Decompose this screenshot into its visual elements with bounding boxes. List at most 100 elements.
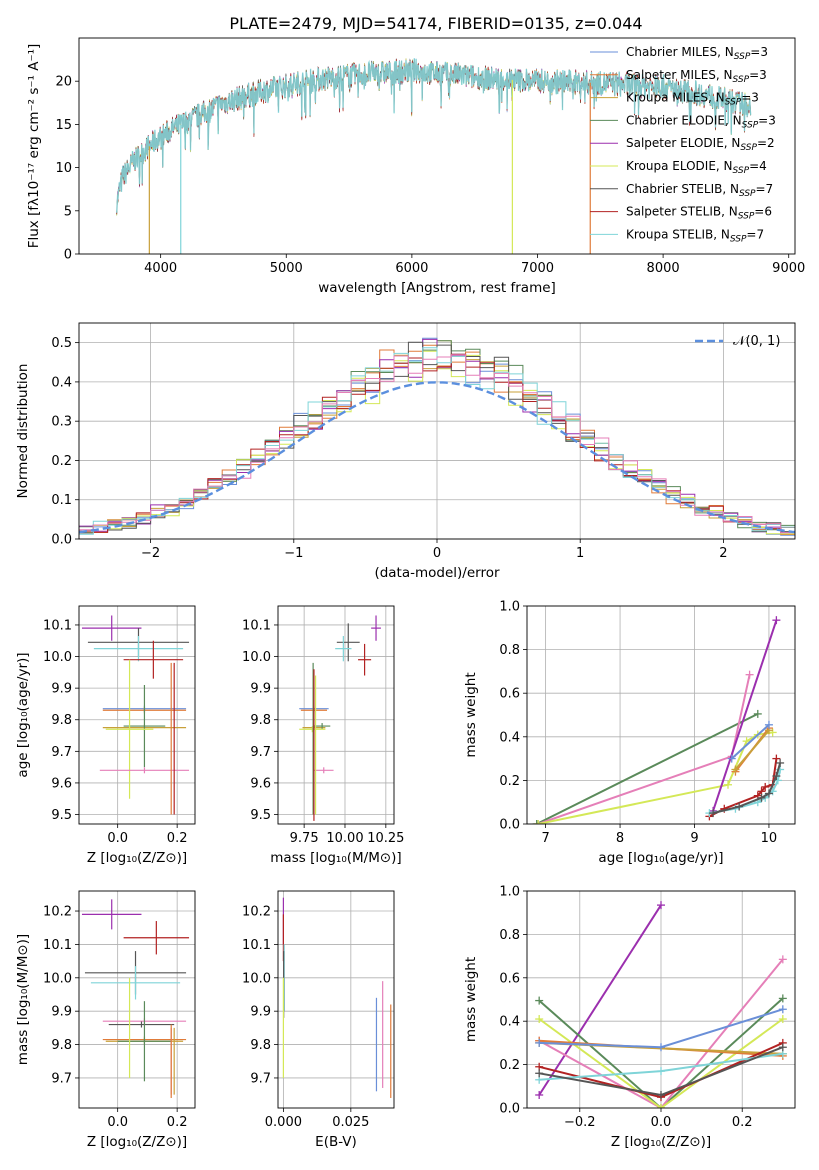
grid-lines [527, 890, 795, 1109]
x-tick-label: −2 [141, 546, 160, 561]
y-tick-label: 10.0 [43, 650, 72, 665]
x-tick-label: 4000 [144, 261, 177, 276]
y-tick-label: 10.0 [43, 971, 72, 986]
weight-marker [772, 754, 781, 763]
y-tick-label: 10 [55, 161, 72, 176]
x-tick-label: −1 [284, 546, 303, 561]
x-axis-label: (data-model)/error [374, 565, 500, 581]
y-tick-label: 9.8 [250, 1038, 271, 1053]
y-tick-label: 1.0 [499, 885, 520, 900]
x-tick-label: 0.025 [332, 1115, 369, 1130]
y-tick-label: 1.0 [499, 600, 520, 615]
y-tick-label: 10.1 [43, 938, 72, 953]
weight-marker [778, 994, 787, 1003]
y-tick-label: 0.4 [51, 375, 72, 390]
y-tick-label: 0.2 [499, 774, 520, 789]
y-tick-label: 9.9 [51, 682, 72, 697]
grid-lines [79, 891, 195, 1108]
y-tick-label: 9.7 [250, 1071, 271, 1086]
plot-frame [78, 890, 196, 1109]
weight-marker [772, 616, 781, 625]
figure-title: PLATE=2479, MJD=54174, FIBERID=0135, z=0… [229, 14, 642, 33]
y-tick-label: 0.0 [499, 1102, 520, 1117]
histogram-kroupa-extra [79, 354, 795, 539]
data-point [123, 640, 184, 679]
plot-frame [277, 605, 395, 825]
data-point [358, 643, 372, 676]
weight-marker [534, 820, 543, 824]
weight-marker [764, 789, 773, 798]
y-tick-label: 9.7 [51, 745, 72, 760]
normal-curve [79, 381, 795, 534]
y-tick-label: 20 [55, 75, 72, 90]
weight-line-chabrier-elodie [536, 713, 759, 824]
spectrum-line-kroupa-stelib [116, 58, 752, 213]
legend-label: Chabrier MILES, NSSP=3 [626, 45, 768, 62]
y-tick-label: 0.4 [499, 1015, 520, 1030]
legend-label: 𝒩(0, 1) [733, 334, 780, 349]
y-tick-label: 0.1 [51, 493, 72, 508]
y-tick-label: 15 [55, 118, 72, 133]
x-tick-label: 10.00 [326, 831, 363, 846]
data-point [313, 767, 334, 774]
data-point [299, 726, 326, 733]
weight-marker [776, 758, 785, 767]
y-tick-label: 10.2 [43, 905, 72, 920]
weight-line-kroupa-miles [734, 729, 770, 771]
weight-marker [745, 670, 754, 679]
weight-line-kroupa-elodie [537, 731, 773, 824]
data-point [123, 684, 166, 768]
legend-label: Salpeter STELIB, NSSP=6 [626, 205, 772, 222]
x-axis-label: Z [log₁₀(Z/Z⊙)] [611, 1134, 711, 1150]
x-tick-label: 0.2 [167, 831, 188, 846]
x-tick-label: 7000 [521, 261, 554, 276]
x-tick-label: −0.2 [564, 1115, 596, 1130]
y-tick-label: 0.6 [499, 687, 520, 702]
x-axis-label: Z [log₁₀(Z/Z⊙)] [87, 1134, 187, 1150]
weight-marker [657, 1090, 665, 1099]
grid-lines [79, 606, 195, 824]
plot-residuals: −2 −1 0 1 2 0.0 0.1 0.2 0.3 0.4 0.5 (data-model)/er… [15, 322, 796, 581]
x-tick-label: 10.25 [367, 831, 404, 846]
plot-weight_vs_Z: −0.2 0.0 0.2 0.0 0.2 0.4 0.6 0.8 1.0 Z [log₁₀(Z/Z… [463, 885, 796, 1150]
weight-marker [735, 802, 744, 811]
weight-marker [778, 1043, 787, 1052]
plot-frame [78, 605, 196, 825]
data-point [105, 659, 154, 799]
x-axis-label: E(B-V) [315, 1134, 357, 1150]
x-tick-label: 6000 [395, 261, 428, 276]
weight-line-salpeter-elodie [712, 619, 778, 812]
plot-content [535, 901, 787, 1108]
y-tick-label: 5 [64, 204, 72, 219]
y-tick-label: 9.8 [51, 713, 72, 728]
x-tick-label: 7 [541, 831, 549, 846]
x-tick-label: 0.0 [107, 1115, 128, 1130]
y-tick-label: 0.3 [51, 415, 72, 430]
y-tick-label: 0.4 [499, 730, 520, 745]
data-point [90, 966, 181, 1000]
y-tick-label: 0 [64, 248, 72, 263]
weight-line-kroupa-extra [538, 958, 784, 1108]
plot-frame [78, 322, 796, 540]
y-tick-label: 9.9 [250, 682, 271, 697]
x-tick-label: 0.0 [107, 831, 128, 846]
y-axis-label: mass weight [463, 957, 479, 1042]
weight-marker [753, 709, 762, 718]
plot-mass_vs_ebv: 0.000 0.025 9.7 9.8 9.9 10.0 10.1 10.2 E(B-V) [242, 890, 395, 1150]
weight-marker [731, 765, 740, 774]
y-tick-label: 9.9 [250, 1005, 271, 1020]
y-tick-label: 9.6 [250, 776, 271, 791]
weight-marker [761, 782, 770, 791]
y-tick-label: 0.6 [499, 971, 520, 986]
weight-marker [535, 1090, 544, 1099]
legend-label: Chabrier STELIB, NSSP=7 [626, 182, 773, 199]
plot-content [116, 58, 752, 254]
plot-content [81, 899, 190, 1098]
weight-marker [778, 1015, 787, 1024]
y-tick-label: 10.1 [242, 938, 271, 953]
weight-marker [535, 996, 544, 1005]
plot-content [532, 616, 785, 824]
plot-mass_vs_Z: 0.0 0.2 9.7 9.8 9.9 10.0 10.1 10.2 Z [log₁₀(Z/Z⊙… [15, 890, 196, 1150]
y-tick-label: 0.8 [499, 643, 520, 658]
